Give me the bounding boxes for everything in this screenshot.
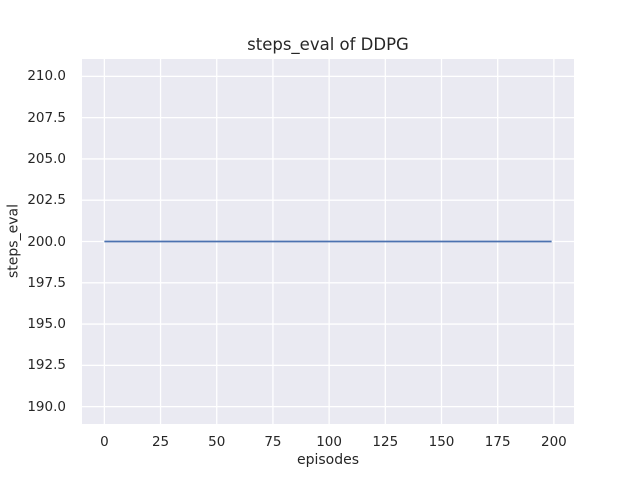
y-tick-label: 207.5 [27, 109, 66, 126]
x-tick-label: 50 [208, 434, 226, 450]
y-tick-label: 195.0 [27, 316, 66, 333]
x-axis-label: episodes [296, 452, 360, 468]
x-tick-label: 100 [316, 434, 342, 450]
x-tick-label: 150 [428, 434, 455, 450]
y-tick-label: 205.0 [27, 150, 66, 167]
plot-canvas [82, 59, 574, 424]
y-tick-label: 200.0 [27, 233, 66, 250]
chart-title: steps_eval of DDPG [247, 35, 409, 54]
plot-area [82, 59, 574, 424]
x-tick-label: 175 [484, 434, 511, 450]
x-tick-label: 200 [540, 434, 567, 450]
x-tick-label: 75 [264, 434, 282, 450]
x-tick-label: 25 [151, 434, 170, 450]
y-tick-label: 202.5 [27, 192, 66, 209]
x-tick-label: 0 [100, 434, 109, 450]
x-tick-label: 125 [372, 434, 399, 450]
y-tick-label: 197.5 [27, 274, 66, 291]
y-tick-label: 190.0 [27, 398, 66, 415]
y-tick-label: 192.5 [27, 357, 66, 374]
y-tick-label: 210.0 [27, 68, 66, 85]
